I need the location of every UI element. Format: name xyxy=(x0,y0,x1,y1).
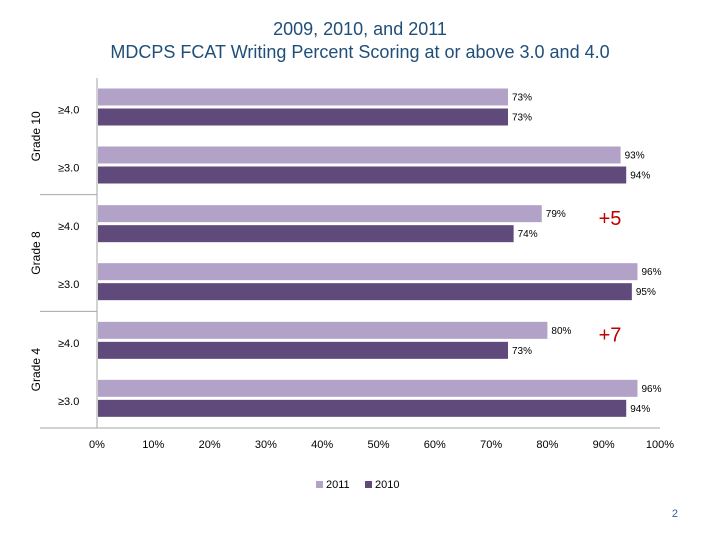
group-label: Grade 10 xyxy=(29,111,43,161)
legend-swatch xyxy=(316,481,323,488)
x-tick-label: 100% xyxy=(646,439,674,451)
category-label: ≥4.0 xyxy=(58,221,79,233)
category-label: ≥4.0 xyxy=(58,338,79,350)
x-tick-label: 90% xyxy=(593,439,615,451)
bar-2011 xyxy=(98,379,638,397)
x-tick-label: 60% xyxy=(424,439,446,451)
data-label: 95% xyxy=(636,287,656,298)
bar-2011 xyxy=(98,146,621,164)
chart-title: 2009, 2010, and 2011 xyxy=(273,19,447,39)
data-label: 96% xyxy=(641,384,661,395)
bar-2010 xyxy=(98,341,508,359)
data-label: 96% xyxy=(641,267,661,278)
page-number: 2 xyxy=(671,508,678,520)
data-label: 94% xyxy=(630,171,650,182)
bar-2011 xyxy=(98,88,508,106)
chart-title-block: 2009, 2010, and 2011 MDCPS FCAT Writing … xyxy=(0,18,720,64)
bar-2011 xyxy=(98,321,548,339)
data-label: 93% xyxy=(625,151,645,162)
bar-2010 xyxy=(98,166,627,184)
x-tick-label: 30% xyxy=(255,439,277,451)
data-label: 79% xyxy=(546,209,566,220)
legend-label: 2010 xyxy=(375,479,399,491)
chart-subtitle: MDCPS FCAT Writing Percent Scoring at or… xyxy=(110,42,610,62)
category-label: ≥4.0 xyxy=(58,105,79,117)
change-annotation: +5 xyxy=(599,208,622,230)
data-label: 80% xyxy=(551,326,571,337)
data-label: 94% xyxy=(630,404,650,415)
bar-2010 xyxy=(98,225,514,243)
x-tick-label: 80% xyxy=(536,439,558,451)
data-label: 73% xyxy=(512,93,532,104)
x-tick-label: 50% xyxy=(367,439,389,451)
x-tick-label: 0% xyxy=(89,439,105,451)
data-label: 73% xyxy=(512,113,532,124)
data-label: 74% xyxy=(518,229,538,240)
category-label: ≥3.0 xyxy=(58,163,79,175)
category-label: ≥3.0 xyxy=(58,396,79,408)
bar-2011 xyxy=(98,263,638,281)
change-annotation: +7 xyxy=(599,325,622,347)
legend-swatch xyxy=(365,481,372,488)
x-tick-label: 20% xyxy=(199,439,221,451)
bar-2011 xyxy=(98,205,542,223)
group-label: Grade 8 xyxy=(29,231,43,275)
category-label: ≥3.0 xyxy=(58,279,79,291)
x-tick-label: 40% xyxy=(311,439,333,451)
x-tick-label: 10% xyxy=(142,439,164,451)
bar-2010 xyxy=(98,399,627,417)
x-tick-label: 70% xyxy=(480,439,502,451)
data-label: 73% xyxy=(512,346,532,357)
bar-2010 xyxy=(98,283,632,301)
bar-2010 xyxy=(98,108,508,126)
legend-label: 2011 xyxy=(326,479,350,491)
group-label: Grade 4 xyxy=(29,348,43,392)
